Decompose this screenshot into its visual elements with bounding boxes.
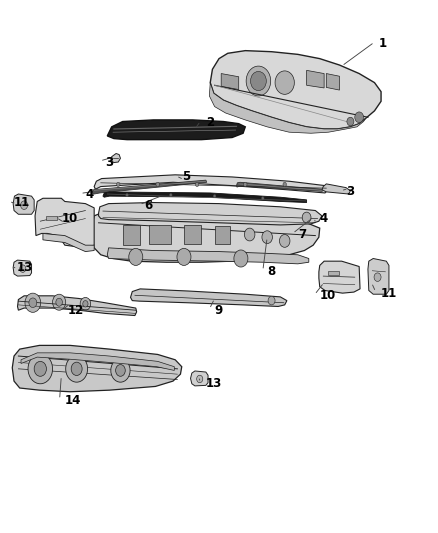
Circle shape xyxy=(25,293,41,312)
Text: 10: 10 xyxy=(61,212,78,225)
Text: 4: 4 xyxy=(320,212,328,225)
Polygon shape xyxy=(191,371,208,386)
Circle shape xyxy=(126,193,128,197)
Circle shape xyxy=(71,362,82,376)
Circle shape xyxy=(28,354,53,384)
Text: 3: 3 xyxy=(105,156,113,169)
Polygon shape xyxy=(184,225,201,244)
Circle shape xyxy=(56,298,62,306)
Polygon shape xyxy=(35,198,94,248)
Polygon shape xyxy=(131,289,287,306)
Circle shape xyxy=(29,298,37,308)
Circle shape xyxy=(195,182,199,187)
Polygon shape xyxy=(13,260,32,276)
Circle shape xyxy=(66,356,88,382)
Text: 11: 11 xyxy=(381,287,397,300)
Circle shape xyxy=(177,248,191,265)
Polygon shape xyxy=(123,225,140,245)
Circle shape xyxy=(262,231,272,244)
Circle shape xyxy=(129,248,143,265)
Text: 4: 4 xyxy=(85,188,94,201)
Polygon shape xyxy=(368,259,389,294)
Circle shape xyxy=(34,361,46,376)
Polygon shape xyxy=(237,182,322,191)
Circle shape xyxy=(80,297,91,310)
Circle shape xyxy=(117,182,120,187)
Circle shape xyxy=(244,182,247,187)
Text: 3: 3 xyxy=(346,185,354,198)
Polygon shape xyxy=(12,345,182,392)
Circle shape xyxy=(111,359,130,382)
Circle shape xyxy=(244,228,255,241)
Circle shape xyxy=(197,375,203,383)
Circle shape xyxy=(279,235,290,247)
Polygon shape xyxy=(94,175,328,193)
Polygon shape xyxy=(103,192,307,203)
Polygon shape xyxy=(13,194,34,214)
Circle shape xyxy=(355,112,364,123)
Polygon shape xyxy=(92,213,320,262)
Polygon shape xyxy=(322,184,350,194)
Polygon shape xyxy=(307,70,324,88)
Text: 12: 12 xyxy=(68,304,84,317)
Polygon shape xyxy=(221,74,239,90)
Polygon shape xyxy=(18,296,137,316)
Text: 13: 13 xyxy=(17,261,33,274)
Circle shape xyxy=(53,294,66,310)
Polygon shape xyxy=(107,248,309,264)
Circle shape xyxy=(275,71,294,94)
Polygon shape xyxy=(99,203,322,225)
Text: 7: 7 xyxy=(298,228,306,241)
Circle shape xyxy=(251,71,266,91)
Circle shape xyxy=(283,182,286,187)
Polygon shape xyxy=(92,180,207,194)
Circle shape xyxy=(374,273,381,281)
Circle shape xyxy=(246,66,271,96)
Circle shape xyxy=(156,182,159,187)
Polygon shape xyxy=(149,225,171,244)
Text: 14: 14 xyxy=(65,394,81,407)
Polygon shape xyxy=(46,216,57,220)
Circle shape xyxy=(213,195,216,198)
Circle shape xyxy=(20,265,26,272)
Circle shape xyxy=(116,365,125,376)
Polygon shape xyxy=(107,120,245,140)
Text: 13: 13 xyxy=(206,377,222,390)
Polygon shape xyxy=(328,271,339,275)
Text: 2: 2 xyxy=(206,116,214,129)
Circle shape xyxy=(268,296,275,305)
Polygon shape xyxy=(21,353,174,370)
Polygon shape xyxy=(111,154,120,163)
Polygon shape xyxy=(210,51,381,129)
Text: 10: 10 xyxy=(320,289,336,302)
Circle shape xyxy=(302,212,311,223)
Text: 11: 11 xyxy=(14,196,30,209)
Circle shape xyxy=(83,301,88,307)
Polygon shape xyxy=(43,233,94,252)
Polygon shape xyxy=(215,226,230,244)
Circle shape xyxy=(234,250,248,267)
Circle shape xyxy=(21,201,28,209)
Polygon shape xyxy=(209,83,366,133)
Text: 8: 8 xyxy=(267,265,276,278)
Polygon shape xyxy=(326,74,339,90)
Text: 5: 5 xyxy=(182,171,190,183)
Polygon shape xyxy=(319,261,360,293)
Text: 6: 6 xyxy=(145,199,153,212)
Circle shape xyxy=(261,197,264,200)
Circle shape xyxy=(170,193,172,197)
Text: 1: 1 xyxy=(379,37,387,50)
Text: 9: 9 xyxy=(215,304,223,317)
Circle shape xyxy=(347,117,354,126)
